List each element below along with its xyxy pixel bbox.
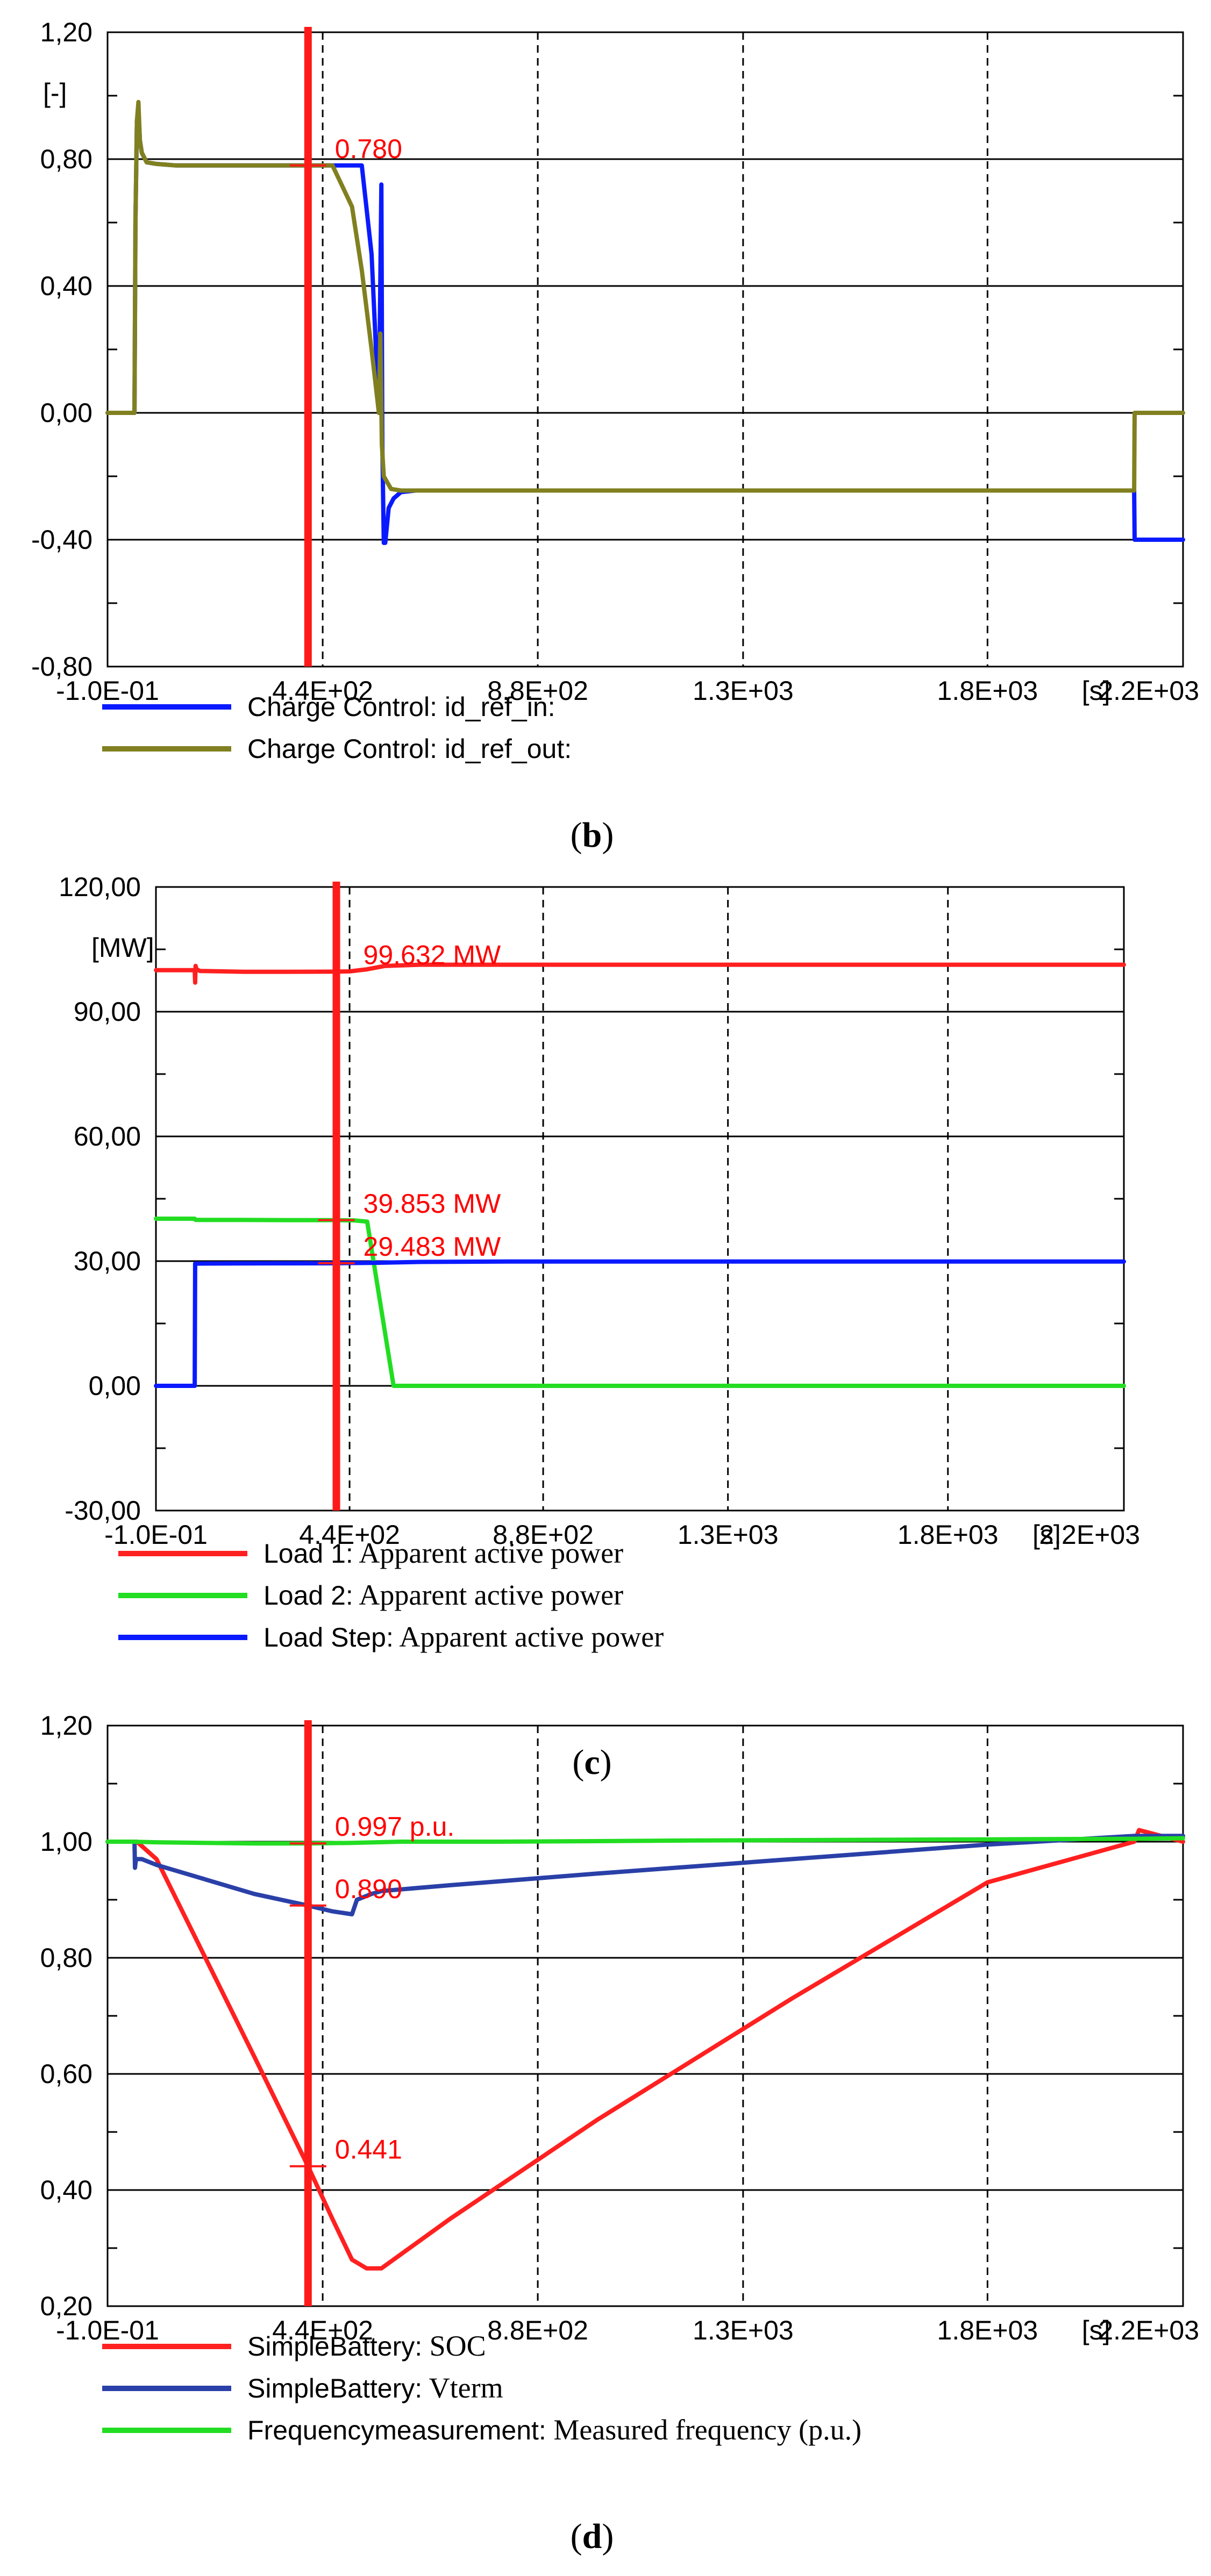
x-tick-label: 4.4E+02 <box>272 2315 373 2345</box>
y-tick-label: 60,00 <box>74 1121 141 1151</box>
legend-series-name: Charge Control: id_ref_out: <box>247 734 572 764</box>
y-tick-label: 0,60 <box>40 2059 92 2089</box>
legend-series-desc: Apparent active power <box>394 1621 664 1653</box>
x-tick-label: -1.0E-01 <box>104 1520 208 1550</box>
x-tick-label: -1.0E-01 <box>56 2315 159 2345</box>
legend-series-desc: Apparent active power <box>353 1537 623 1569</box>
caption-part: ) <box>602 2517 614 2556</box>
y-unit-label: [MW] <box>91 933 154 963</box>
y-tick-label: -30,00 <box>65 1495 141 1526</box>
x-tick-label: 1.3E+03 <box>678 1520 779 1550</box>
legend-series-name: Charge Control: id_ref_in: <box>247 692 555 722</box>
x-tick-label: 4.4E+02 <box>272 676 373 706</box>
series-line-1 <box>105 1834 1185 1916</box>
caption-part: ( <box>571 2517 582 2556</box>
y-tick-label: 90,00 <box>74 997 141 1027</box>
legend-label: Charge Control: id_ref_in: <box>247 692 555 722</box>
y-tick-label: 1,20 <box>40 1711 92 1741</box>
series-line-0 <box>105 106 1185 545</box>
x-unit-label: [s] <box>1082 676 1110 706</box>
legend-series-name: Load 1: <box>263 1539 353 1569</box>
y-tick-label: 0,40 <box>40 2175 92 2205</box>
y-tick-label: 0,80 <box>40 1943 92 1973</box>
panel-caption: (b) <box>571 815 614 855</box>
series-line-2 <box>105 1836 1185 1846</box>
x-tick-label: 4.4E+02 <box>299 1520 400 1550</box>
caption-part: ) <box>600 1743 612 1782</box>
y-tick-label: 1,20 <box>40 17 92 47</box>
plot-frame <box>106 1725 1184 2307</box>
caption-part: b <box>582 815 602 855</box>
x-tick-label: 2.2E+03 <box>1098 676 1199 706</box>
x-tick-label: -1.0E-01 <box>56 676 159 706</box>
legend-label: Charge Control: id_ref_out: <box>247 734 572 764</box>
annotation-label: 29.483 MW <box>364 1232 501 1262</box>
caption-part: d <box>582 2517 602 2556</box>
y-tick-label: -0,80 <box>31 652 92 682</box>
x-tick-label: 1.8E+03 <box>897 1520 999 1550</box>
series-line-1 <box>105 99 1185 493</box>
legend-label: SimpleBattery: Vterm <box>247 2372 503 2404</box>
legend-label: Load 2: Apparent active power <box>263 1579 623 1611</box>
legend-series-name: Load 2: <box>263 1580 353 1611</box>
legend-label: SimpleBattery: SOC <box>247 2330 486 2362</box>
x-tick-label: 8.8E+02 <box>487 676 588 706</box>
series-line-0 <box>154 962 1126 985</box>
series-line-2 <box>154 1259 1126 1388</box>
chart-c: -30,00 0,00 30,00 60,00 90,00 120,00 -1.0E-01 4… <box>59 872 1140 1782</box>
x-tick-label: 1.3E+03 <box>693 2315 794 2345</box>
annotation-label: 39.853 MW <box>364 1189 501 1219</box>
y-tick-label: 1,00 <box>40 1827 92 1857</box>
y-tick-label: -0,40 <box>31 525 92 555</box>
y-tick-label: 0,80 <box>40 144 92 174</box>
y-tick-label: 0,20 <box>40 2291 92 2321</box>
series-line-0 <box>105 1828 1185 2271</box>
legend-label: Frequencymeasurement: Measured frequency… <box>247 2414 861 2446</box>
legend-series-desc: SOC <box>422 2330 486 2362</box>
panel-caption: (c) <box>572 1743 611 1782</box>
caption-part: ( <box>571 815 582 855</box>
legend-series-desc: Vterm <box>422 2372 503 2404</box>
x-tick-label: 1.8E+03 <box>937 2315 1038 2345</box>
series-line-1 <box>154 1217 1126 1388</box>
caption-part: ) <box>602 815 614 855</box>
legend-series-name: SimpleBattery: <box>247 2373 422 2403</box>
plot-frame <box>155 886 1125 1512</box>
x-tick-label: 2.2E+03 <box>1039 1520 1140 1550</box>
y-unit-label: [-] <box>43 78 67 108</box>
y-tick-label: 0,00 <box>89 1371 141 1401</box>
x-tick-label: 1.3E+03 <box>693 676 794 706</box>
x-unit-label: [s] <box>1032 1520 1061 1550</box>
annotation-label: 0.997 p.u. <box>335 1812 454 1842</box>
legend-series-name: Frequencymeasurement: <box>247 2415 546 2445</box>
caption-part: ( <box>572 1743 584 1782</box>
legend-label: Load Step: Apparent active power <box>263 1621 664 1653</box>
x-unit-label: [s] <box>1082 2315 1110 2345</box>
y-tick-label: 120,00 <box>59 872 141 902</box>
legend-series-desc: Measured frequency (p.u.) <box>546 2414 861 2446</box>
y-tick-label: 30,00 <box>74 1246 141 1276</box>
legend-label: Load 1: Apparent active power <box>263 1537 623 1569</box>
caption-part: c <box>584 1743 600 1782</box>
x-tick-label: 8.8E+02 <box>487 2315 588 2345</box>
y-tick-label: 0,40 <box>40 271 92 301</box>
chart-d: 0,20 0,40 0,60 0,80 1,00 1,20 -1.0E-01 4.4E+02 8… <box>40 1711 1199 2556</box>
legend-series-name: Load Step: <box>263 1622 394 1652</box>
annotation-label: 0.441 <box>335 2135 402 2165</box>
y-tick-label: 0,00 <box>40 398 92 428</box>
x-tick-label: 1.8E+03 <box>937 676 1038 706</box>
x-tick-label: 8.8E+02 <box>493 1520 594 1550</box>
legend-series-desc: Apparent active power <box>353 1579 623 1611</box>
panel-caption: (d) <box>571 2517 614 2556</box>
chart-b: -0,80 -0,40 0,00 0,40 0,80 1,20 -1.0E-01 4.4E+0… <box>31 17 1199 855</box>
annotation-label: 0.780 <box>335 134 402 164</box>
annotation-label: 0.890 <box>335 1874 402 1904</box>
x-tick-label: 2.2E+03 <box>1098 2315 1199 2345</box>
annotation-label: 99.632 MW <box>364 940 501 970</box>
plot-frame <box>106 31 1184 668</box>
legend-series-name: SimpleBattery: <box>247 2331 422 2362</box>
